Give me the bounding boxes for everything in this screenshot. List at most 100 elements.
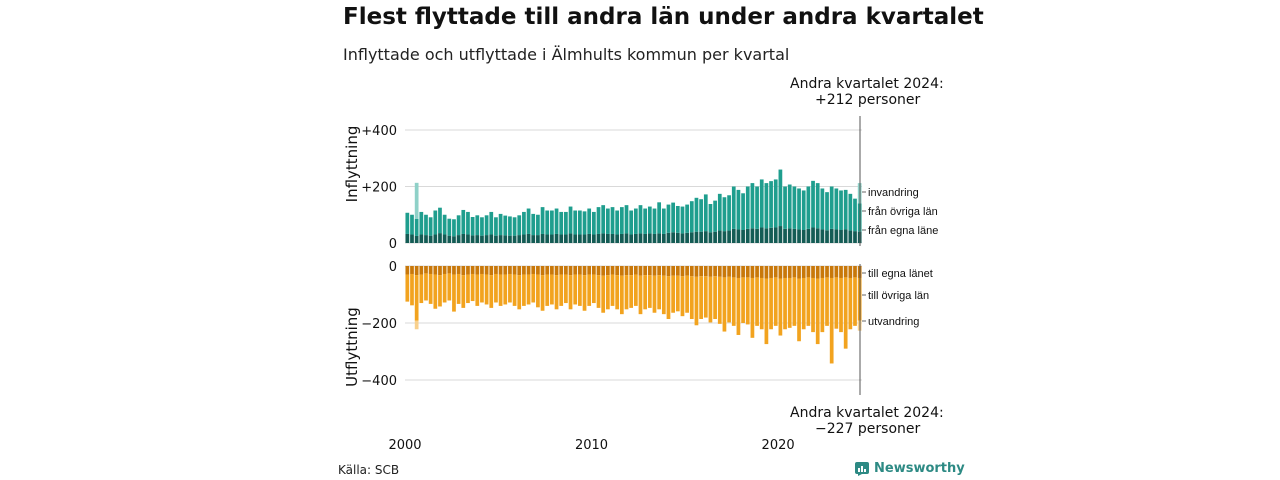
inflow-bar — [773, 179, 778, 228]
outflow-bar — [605, 266, 610, 276]
outflow-bar — [619, 266, 624, 276]
outflow-bar — [699, 266, 703, 277]
outflow-bar — [633, 266, 638, 275]
inflow-bar — [853, 231, 857, 243]
outflow-bar — [550, 274, 554, 305]
inflow-bar — [615, 234, 620, 243]
inflow-bar — [517, 235, 522, 243]
inflow-bar — [699, 199, 703, 232]
outflow-bar — [484, 274, 489, 305]
outflow-bar — [657, 266, 662, 276]
outflow-bar — [643, 275, 648, 310]
outflow-bar — [708, 276, 713, 323]
inflow-bar — [489, 211, 494, 235]
inflow-bar — [797, 229, 801, 243]
top-annotation-line2: +212 personer — [815, 92, 921, 108]
source-label: Källa: SCB — [338, 463, 400, 477]
outflow-bar — [834, 277, 839, 329]
chart-subtitle: Inflyttade och utflyttade i Älmhults kom… — [343, 45, 790, 64]
inflow-bar — [731, 186, 736, 229]
inflow-bar — [578, 210, 582, 235]
outflow-bar — [512, 274, 517, 306]
inflow-bar — [536, 214, 540, 236]
inflow-bar — [582, 234, 587, 243]
outflow-bar — [629, 275, 634, 308]
inflow-bar — [811, 227, 815, 243]
outflow-bar — [414, 320, 419, 330]
inflow-bar — [848, 193, 853, 231]
inflow-bar — [619, 207, 624, 234]
inflow-bar — [419, 234, 424, 243]
outflow-bar — [839, 277, 843, 333]
legend-label: invandring — [868, 187, 919, 199]
inflow-bar — [480, 235, 484, 243]
inflow-bar — [610, 207, 615, 234]
inflow-bar — [503, 235, 508, 243]
outflow-bar — [685, 266, 689, 276]
outflow-bar — [736, 277, 741, 335]
inflow-bar — [545, 234, 550, 243]
inflow-bar — [755, 228, 759, 243]
inflow-bar — [484, 235, 489, 243]
outflow-bar — [834, 266, 839, 278]
outflow-bar — [778, 278, 783, 336]
inflow-bar — [671, 202, 675, 233]
inflow-bar — [671, 232, 675, 243]
inflow-bar — [447, 218, 452, 236]
inflow-bar — [405, 233, 410, 243]
outflow-bar — [508, 266, 512, 274]
inflow-bar — [605, 208, 610, 234]
outflow-bar — [568, 275, 573, 310]
inflow-bar — [550, 234, 554, 243]
inflow-bar — [475, 235, 480, 243]
outflow-bar — [797, 278, 801, 342]
outflow-bar — [503, 274, 508, 305]
inflow-bar — [405, 212, 410, 234]
inflow-bar — [745, 186, 750, 229]
outflow-bar — [419, 274, 424, 304]
inflow-bar — [680, 233, 685, 243]
inflow-bar — [442, 234, 447, 243]
outflow-bar — [853, 266, 857, 278]
outflow-bar — [675, 275, 680, 312]
inflow-bar — [522, 211, 526, 235]
outflow-bar — [755, 277, 759, 326]
outflow-bar — [554, 275, 559, 310]
outflow-bar — [531, 273, 536, 303]
outflow-bar — [829, 266, 834, 278]
inflow-bar — [629, 234, 634, 243]
inflow-bar — [699, 231, 703, 243]
outflow-bar — [675, 266, 680, 276]
outflow-bar — [498, 266, 503, 275]
inflow-bar — [633, 208, 638, 234]
inflow-bar — [438, 207, 442, 234]
outflow-bar — [787, 277, 792, 328]
outflow-bar — [741, 266, 745, 278]
outflow-bar — [447, 273, 452, 301]
inflow-bar — [675, 232, 680, 243]
outflow-bar — [815, 278, 820, 345]
outflow-bar — [578, 274, 582, 306]
outflow-bar — [713, 266, 717, 277]
inflow-bar — [498, 235, 503, 243]
inflow-bar — [484, 215, 489, 236]
outflow-bar — [424, 266, 428, 274]
outflow-bar — [615, 266, 620, 276]
outflow-bar — [699, 276, 703, 320]
inflow-bar — [596, 233, 601, 243]
outflow-bar — [410, 266, 414, 274]
outflow-bar — [517, 275, 522, 310]
outflow-bar — [633, 274, 638, 306]
outflow-bar — [596, 275, 601, 308]
inflow-bar — [759, 179, 764, 228]
inflow-bar — [470, 217, 475, 236]
outflow-bar — [405, 266, 410, 275]
outflow-bar — [428, 266, 433, 274]
outflow-bar — [647, 275, 652, 308]
outflow-bar — [783, 277, 787, 330]
inflow-bar — [643, 208, 648, 234]
outflow-bar — [568, 266, 573, 276]
outflow-bar — [461, 275, 466, 308]
outflow-bar — [773, 277, 778, 326]
inflow-bar — [713, 200, 717, 232]
